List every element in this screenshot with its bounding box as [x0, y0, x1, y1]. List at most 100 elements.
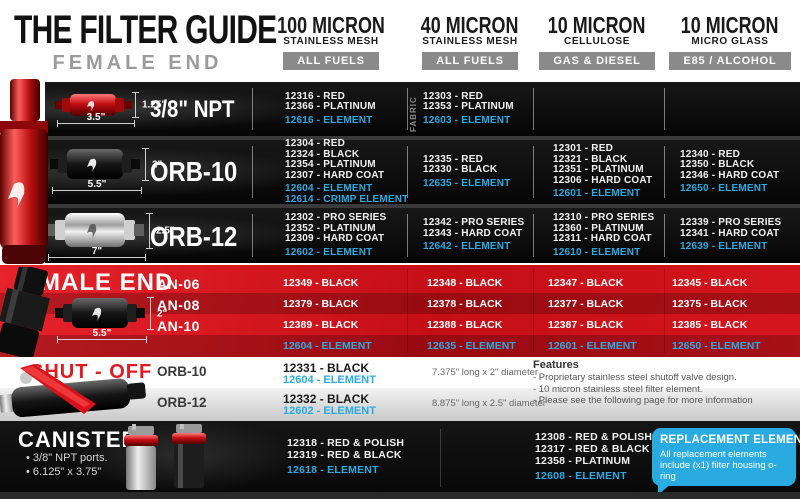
part-number: 12301 - RED [553, 143, 614, 155]
part-number: 12366 - PLATINUM [285, 101, 376, 113]
length-dimension: 7" [48, 246, 146, 261]
element-number: 12604 - ELEMENT [283, 374, 376, 386]
section-label-female-end: FEMALE END [52, 52, 223, 74]
element-number: 12618 - ELEMENT [287, 463, 379, 476]
media-type: MICRO GLASS [691, 36, 769, 47]
male-row-label-an08: AN-08 [157, 297, 200, 313]
spec-item: • 6.125" x 3.75" [26, 466, 102, 478]
element-number: 12639 - ELEMENT [680, 241, 768, 253]
canister-specs: • 3/8" NPT ports. • 6.125" x 3.75" [26, 451, 108, 479]
part-number: 12377 - BLACK [548, 298, 624, 310]
cell-40-micron: 12303 - RED 12353 - PLATINUM 12603 - ELEM… [423, 82, 545, 136]
cell-100-micron: 12318 - RED & POLISH 12319 - RED & BLACK … [287, 421, 427, 491]
male-fitting-image [0, 267, 51, 357]
length-dimension: 5.5" [57, 328, 147, 343]
fuel-badge: ALL FUELS [283, 52, 379, 70]
element-number: 12616 - ELEMENT [285, 114, 373, 126]
row-label: ORB-10 [150, 156, 238, 187]
part-number: 12310 - PRO SERIES [553, 212, 655, 223]
cell-100-micron: 12302 - PRO SERIES 12352 - PLATINUM 12309 … [285, 208, 411, 263]
column-header-10-micron-cellulose: 10 MICRON CELLULOSE GAS & DIESEL [526, 14, 668, 70]
cell-10-micron-cellulose: 12301 - RED 12321 - BLACK 12351 - PLATINUM… [553, 140, 677, 204]
length-dimension: 3.5" [57, 112, 135, 127]
micron-rating: 40 MICRON [421, 12, 519, 38]
element-number: 12602 - ELEMENT [283, 405, 376, 417]
media-type: STAINLESS MESH [283, 36, 379, 47]
element-number: 12642 - ELEMENT [423, 241, 511, 253]
inline-filter-red-image [55, 94, 132, 116]
part-number: 12375 - BLACK [672, 298, 748, 310]
feature-item: - Proprietary stainless steel shutoff va… [533, 372, 737, 383]
part-number: 12319 - RED & BLACK [287, 448, 402, 461]
section-title-shut-off: SHUT - OFF [30, 361, 153, 383]
part-number: 12353 - PLATINUM [423, 101, 514, 113]
part-number: 12304 - RED [285, 138, 346, 149]
element-number: 12610 - ELEMENT [553, 246, 641, 258]
part-number: 12330 - BLACK [423, 164, 498, 176]
diameter-dimension: 2" [147, 297, 167, 330]
canister-section: CANISTER • 3/8" NPT ports. • 6.125" x 3.7… [0, 421, 800, 499]
part-number: 12354 - PLATINUM [285, 159, 376, 170]
shutoff-row-label-orb12: ORB-12 [157, 395, 207, 410]
element-number: 12608 - ELEMENT [535, 469, 627, 482]
section-title-male-end: MALE END [40, 269, 174, 296]
diameter-dimension: 2.5" [146, 213, 175, 249]
element-number: 12602 - ELEMENT [285, 246, 373, 258]
part-number: 12339 - PRO SERIES [680, 217, 782, 229]
part-number: 12378 - BLACK [427, 298, 503, 310]
fuel-badge: ALL FUELS [422, 52, 518, 70]
female-row-npt: 3/8" NPT FABRIC 12316 - RED 12366 - PLATI… [45, 82, 800, 136]
micron-rating: 100 MICRON [277, 12, 385, 38]
part-number: 12348 - BLACK [427, 277, 503, 289]
part-number: 12324 - BLACK [285, 148, 360, 160]
cell-100-micron: 12304 - RED 12324 - BLACK 12354 - PLATINUM… [285, 138, 411, 205]
part-number: 12309 - HARD COAT [285, 233, 385, 244]
size-spec: 8.875" long x 2.5" diameter [432, 398, 546, 409]
length-dimension: 5.5" [52, 179, 142, 194]
fuel-badge: E85 / ALCOHOL [669, 52, 791, 70]
part-number: 12317 - RED & BLACK [535, 442, 650, 455]
element-number: 12635 - ELEMENT [423, 177, 511, 189]
female-row-orb10: ORB-10 12304 - RED 12324 - BLACK 12354 - P… [45, 138, 800, 205]
part-number: 12352 - PLATINUM [285, 222, 376, 234]
part-number: 12302 - PRO SERIES [285, 212, 387, 223]
element-number: 12601 - ELEMENT [553, 188, 641, 200]
row-divider [45, 136, 800, 140]
bottom-strip [0, 492, 800, 499]
row-label: ORB-12 [150, 221, 238, 252]
part-number: 12321 - BLACK [553, 153, 628, 165]
element-number: 12604 - ELEMENT [283, 340, 372, 352]
part-number: 12307 - HARD COAT [285, 169, 385, 181]
inline-filter-male-image [55, 298, 145, 328]
part-number: 12308 - RED & POLISH [535, 430, 653, 443]
features-title: Features [533, 359, 579, 371]
diameter-dimension: 2" [142, 148, 162, 181]
part-number: 12332 - BLACK [283, 392, 370, 406]
part-number: 12360 - PLATINUM [553, 222, 644, 234]
male-row-label-an06: AN-06 [157, 276, 200, 292]
features-list: - Proprietary stainless steel shutoff va… [533, 372, 793, 407]
cell-10-micron-cellulose: 12308 - RED & POLISH 12317 - RED & BLACK 1… [535, 421, 670, 491]
part-number: 12389 - BLACK [283, 319, 359, 331]
part-number: 12316 - RED [285, 90, 346, 102]
element-number: 12614 - CRIMP ELEMENT [285, 193, 409, 205]
media-type: CELLULOSE [564, 36, 630, 47]
cell-10-micron-micro-glass: 12339 - PRO SERIES 12341 - HARD COAT 1263… [680, 208, 800, 263]
part-number: 12311 - HARD COAT [553, 233, 652, 244]
part-number: 12335 - RED [423, 153, 484, 165]
cell-40-micron: 12335 - RED 12330 - BLACK 12635 - ELEMENT [423, 140, 545, 204]
column-header-100-micron: 100 MICRON STAINLESS MESH ALL FUELS [256, 14, 406, 70]
micron-rating: 10 MICRON [681, 12, 779, 38]
part-number: 12347 - BLACK [548, 277, 624, 289]
cell-10-micron-micro-glass: 12340 - RED 12350 - BLACK 12346 - HARD COA… [680, 140, 800, 204]
part-number: 12306 - HARD COAT [553, 174, 653, 186]
inline-filter-black-image [50, 149, 140, 179]
inline-filter-chrome-image [46, 213, 144, 247]
feature-item: - 10 micron stainless steel filter eleme… [533, 383, 703, 395]
feature-item: - Please see the following page for more… [533, 395, 753, 406]
media-type: STAINLESS MESH [422, 36, 518, 47]
cell-40-micron: 12342 - PRO SERIES 12343 - HARD COAT 1264… [423, 208, 545, 263]
element-number: 12603 - ELEMENT [423, 114, 511, 126]
